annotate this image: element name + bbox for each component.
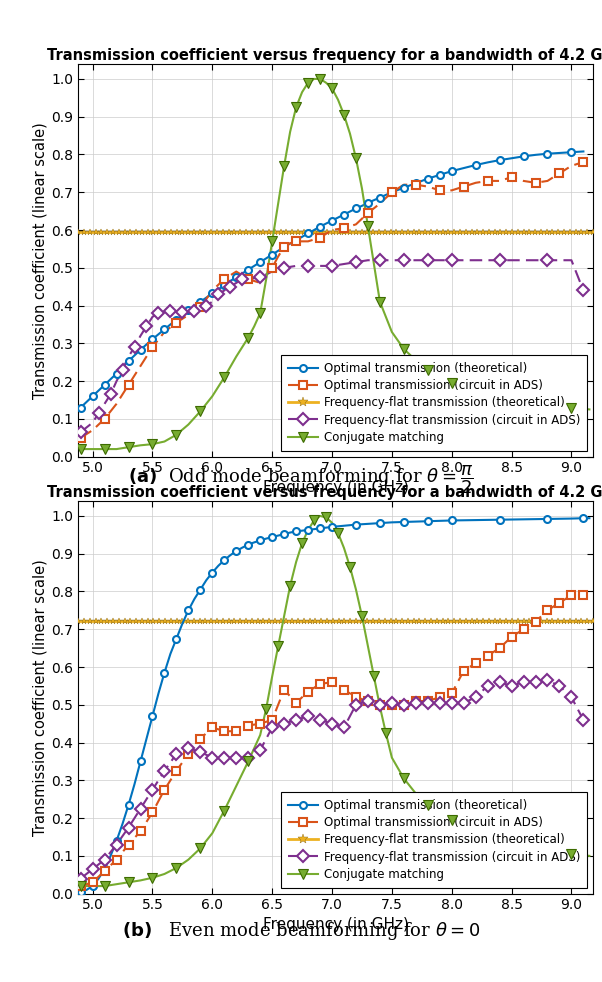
Y-axis label: Transmission coefficient (linear scale): Transmission coefficient (linear scale) [33, 122, 47, 399]
Legend: Optimal transmission (theoretical), Optimal transmission (circuit in ADS), Frequ: Optimal transmission (theoretical), Opti… [281, 792, 587, 888]
X-axis label: Frequency (in GHz): Frequency (in GHz) [262, 479, 409, 495]
Y-axis label: Transmission coefficient (linear scale): Transmission coefficient (linear scale) [33, 559, 47, 836]
Text: $\mathbf{(a)}$  Odd mode beamforming for $\theta = \dfrac{\pi}{2}$: $\mathbf{(a)}$ Odd mode beamforming for … [128, 463, 474, 496]
Text: $\mathbf{(b)}$   Even mode beamforming for $\theta = 0$: $\mathbf{(b)}$ Even mode beamforming for… [122, 920, 480, 942]
Title: Transmission coefficient versus frequency for a bandwidth of 4.2 GHz: Transmission coefficient versus frequenc… [48, 48, 602, 63]
Legend: Optimal transmission (theoretical), Optimal transmission (circuit in ADS), Frequ: Optimal transmission (theoretical), Opti… [281, 355, 587, 451]
X-axis label: Frequency (in GHz): Frequency (in GHz) [262, 916, 409, 932]
Title: Transmission coefficient versus frequency for a bandwidth of 4.2 GHz: Transmission coefficient versus frequenc… [48, 485, 602, 500]
